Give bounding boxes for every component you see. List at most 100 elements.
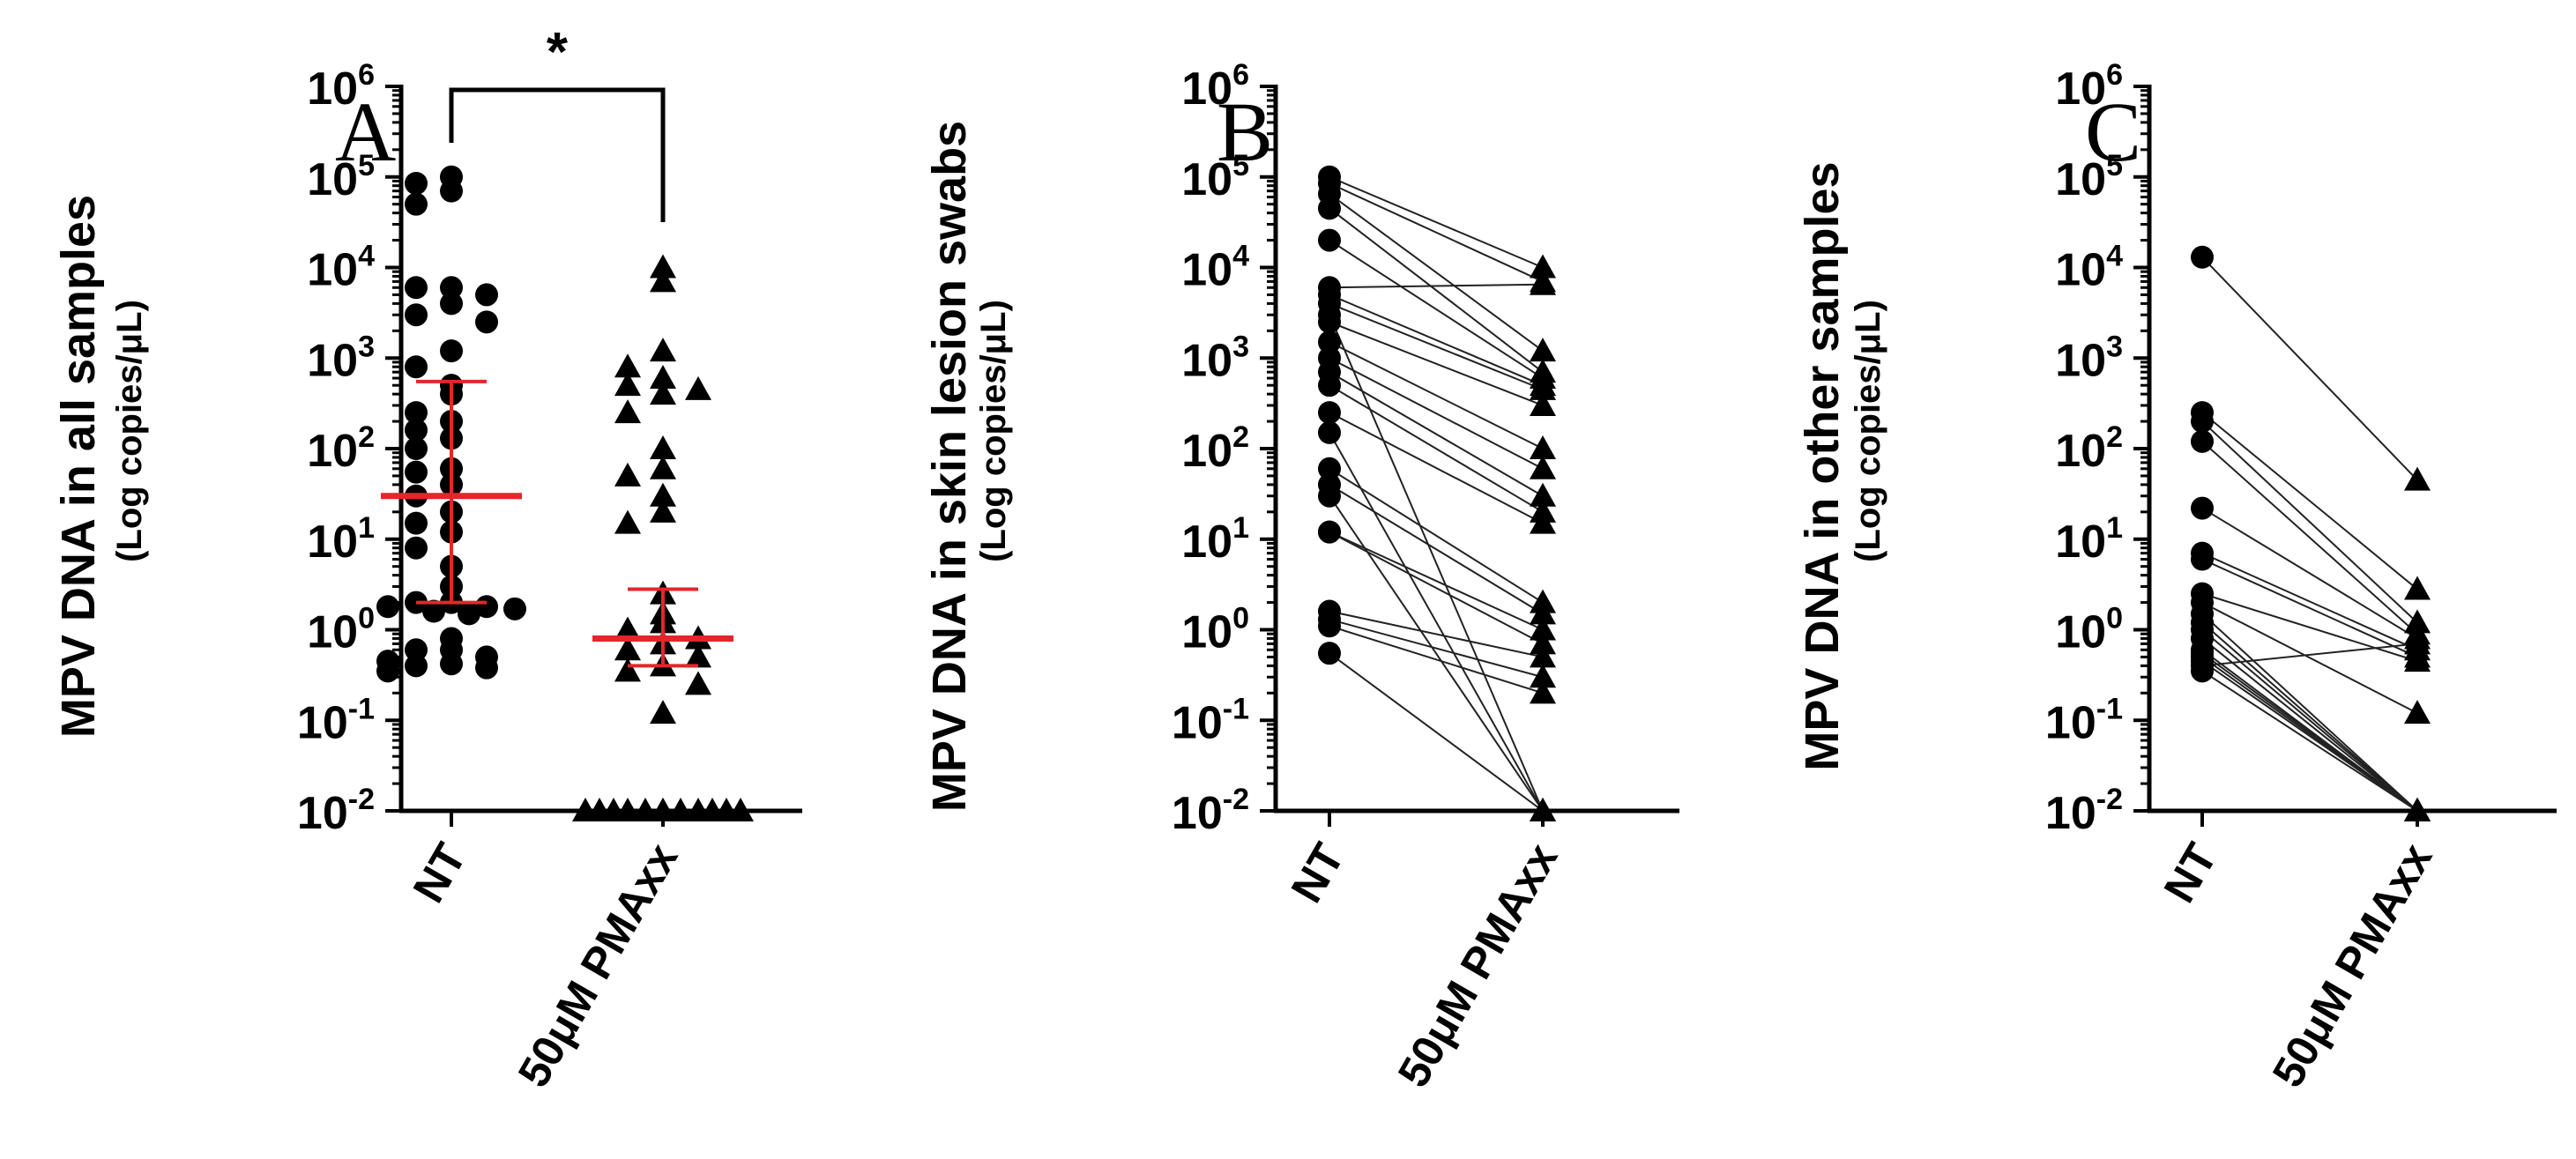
y-tick-label: 10-1 [297, 692, 375, 748]
y-tick-label: 102 [2055, 420, 2123, 477]
pair-line [1329, 182, 1544, 283]
pair-line [1329, 357, 1544, 470]
data-point [405, 511, 428, 535]
y-tick-label: 104 [1181, 240, 1249, 296]
data-point [1318, 420, 1341, 444]
x-tick-label: NT [1282, 836, 1354, 911]
data-point [650, 435, 676, 459]
data-point [1318, 484, 1341, 508]
pair-line [2201, 613, 2418, 812]
y-tick-label: 101 [1181, 511, 1249, 568]
x-tick-label: NT [404, 836, 476, 911]
data-point [650, 268, 676, 293]
data-point [440, 652, 463, 676]
pair-line [1329, 207, 1544, 373]
pair-line [2201, 507, 2418, 640]
data-point [440, 179, 463, 203]
pair-line [1329, 175, 1544, 269]
pair-line [2201, 592, 2418, 663]
data-point [475, 283, 498, 307]
y-tick-label: 105 [307, 149, 375, 205]
pair-line [1329, 239, 1544, 379]
data-point [614, 509, 641, 534]
y-tick-label: 105 [2055, 149, 2123, 205]
data-point [475, 656, 498, 680]
data-point [2404, 630, 2431, 655]
pair-line [2201, 637, 2418, 812]
data-point [1318, 457, 1341, 480]
y-tick-label: 106 [307, 58, 375, 115]
data-point [685, 643, 711, 668]
y-tick-label: 101 [307, 511, 375, 568]
data-point [2404, 798, 2431, 821]
data-point [727, 798, 754, 821]
data-point [667, 798, 694, 821]
data-point [650, 455, 676, 479]
pair-line [1329, 531, 1544, 645]
pair-line [2201, 628, 2418, 812]
pair-line [2201, 558, 2418, 658]
data-point [376, 595, 399, 619]
y-tick-label: 10-1 [1172, 692, 1249, 748]
pair-line [1329, 412, 1544, 524]
y-tick-label: 103 [307, 330, 375, 386]
y-tick-label: 102 [307, 420, 375, 477]
y-tick-label: 106 [2055, 58, 2123, 115]
pair-line [1329, 341, 1544, 449]
series-nt [376, 165, 526, 683]
pair-line [2201, 552, 2418, 651]
significance-label: * [547, 22, 569, 83]
pair-line [1329, 302, 1544, 390]
y-axis-title: MPV DNA in skin lesion swabs [923, 121, 976, 812]
data-point [600, 798, 627, 821]
data-point [1530, 630, 1556, 655]
data-point [405, 303, 428, 327]
pair-line [1329, 484, 1544, 615]
data-point [1318, 642, 1341, 665]
y-tick-label: 100 [307, 602, 375, 658]
panel-b: 10-2 10-1 100 101 102 103 104 105 106 NT 50μM PMAx… [923, 58, 1679, 1096]
data-point [440, 339, 463, 363]
data-point [614, 372, 641, 397]
pair-line [1329, 384, 1544, 513]
data-point [650, 254, 676, 279]
data-point [1530, 375, 1556, 400]
data-point [405, 460, 428, 484]
data-point [1318, 228, 1341, 252]
data-point [2191, 410, 2214, 434]
pair-line [1329, 531, 1544, 631]
data-point [1530, 254, 1556, 279]
panel-letter: A [335, 85, 396, 179]
data-point [405, 437, 428, 460]
series-pmaxx [572, 254, 754, 821]
data-point [405, 172, 428, 196]
data-point [1530, 435, 1556, 459]
data-point [614, 658, 641, 682]
data-point [1530, 482, 1556, 507]
data-point [376, 659, 399, 683]
pair-line [2201, 441, 2418, 635]
pair-points [1318, 165, 1556, 821]
y-axis-subtitle: (Log copies/μL) [974, 300, 1013, 562]
x-tick-label: NT [2155, 836, 2227, 911]
data-point [1530, 643, 1556, 668]
x-tick-label: 50μM PMAxx [1389, 835, 1567, 1095]
pair-line [1329, 625, 1544, 695]
y-tick-label: 10-2 [297, 783, 375, 839]
pair-line [1329, 314, 1544, 812]
pair-line [2201, 621, 2418, 812]
pair-line [1329, 495, 1544, 812]
data-point [632, 798, 659, 821]
data-point [650, 365, 676, 390]
pair-line [1329, 467, 1544, 604]
data-point [1530, 664, 1556, 688]
pair-line [1329, 371, 1544, 497]
pair-line [2201, 660, 2418, 812]
data-point [1530, 600, 1556, 625]
pair-lines [1329, 175, 1544, 812]
data-point [1530, 391, 1556, 416]
data-point [1318, 374, 1341, 397]
y-tick-label: 104 [307, 240, 375, 296]
pair-line [1329, 432, 1544, 812]
data-point [2191, 547, 2214, 571]
